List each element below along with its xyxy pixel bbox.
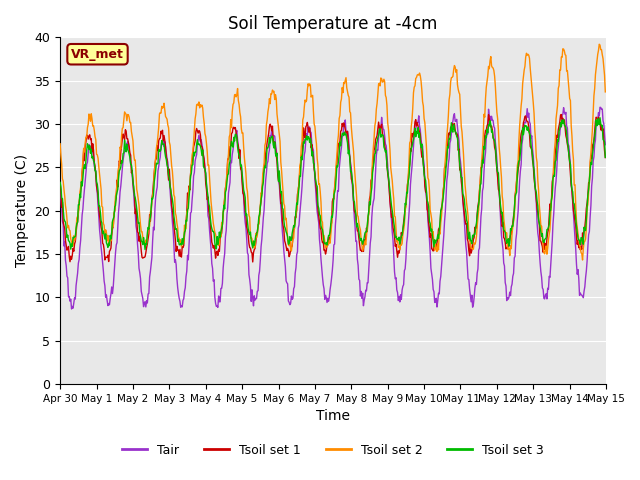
- X-axis label: Time: Time: [316, 409, 350, 423]
- Y-axis label: Temperature (C): Temperature (C): [15, 154, 29, 267]
- Legend: Tair, Tsoil set 1, Tsoil set 2, Tsoil set 3: Tair, Tsoil set 1, Tsoil set 2, Tsoil se…: [117, 439, 549, 462]
- Text: VR_met: VR_met: [71, 48, 124, 61]
- Title: Soil Temperature at -4cm: Soil Temperature at -4cm: [228, 15, 438, 33]
